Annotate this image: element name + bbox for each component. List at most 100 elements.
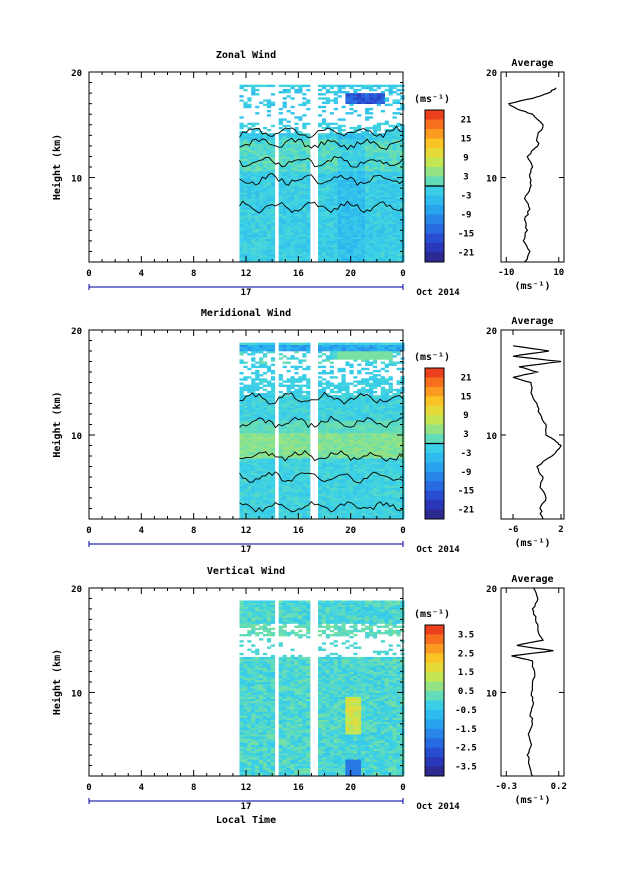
heatmap-cell (318, 405, 323, 408)
heatmap-cell (263, 363, 268, 366)
heatmap-cell (361, 143, 366, 147)
heatmap-cell (259, 359, 264, 362)
heatmap-cell (239, 84, 244, 88)
heatmap-cell (341, 135, 346, 138)
heatmap-cell (286, 171, 291, 174)
heatmap-cell (349, 213, 354, 216)
heatmap-cell (349, 348, 354, 352)
heatmap-cell (353, 158, 358, 161)
heatmap-cell (365, 154, 370, 157)
heatmap-cell (361, 234, 366, 237)
heatmap-cell (263, 432, 268, 436)
heatmap-cell (321, 493, 327, 497)
heatmap-cell (239, 196, 244, 199)
heatmap-cell (392, 213, 397, 216)
heatmap-cell (384, 194, 389, 197)
heatmap-cell (294, 205, 299, 208)
heatmap-cell (255, 112, 260, 115)
heatmap-cell (255, 462, 260, 465)
heatmap-cell (290, 158, 295, 161)
heatmap-cell (337, 158, 342, 161)
heatmap-cell (318, 143, 323, 147)
y-tick-label: 10 (71, 175, 82, 185)
heatmap-cell (239, 483, 244, 486)
heatmap-cell (318, 236, 323, 240)
heatmap-cell (372, 215, 378, 218)
heatmap-cell (376, 86, 381, 90)
heatmap-cell (278, 238, 283, 242)
heatmap-cell (243, 388, 248, 392)
heatmap-cell (298, 420, 303, 423)
heatmap-cell (282, 447, 287, 450)
heatmap-cell (341, 472, 346, 476)
heatmap-cell (302, 432, 307, 436)
heatmap-cell (318, 213, 323, 216)
heatmap-cell (380, 156, 385, 159)
heatmap-cell (341, 179, 346, 183)
heatmap-cell (255, 416, 260, 419)
heatmap-cell (337, 162, 342, 166)
heatmap-cell (318, 188, 323, 191)
heatmap-cell (388, 137, 393, 140)
heatmap-cell (365, 137, 370, 140)
heatmap-cell (318, 238, 323, 242)
heatmap-cell (357, 487, 362, 490)
heatmap-cell (306, 422, 311, 425)
heatmap-cell (302, 253, 307, 256)
heatmap-cell (349, 481, 354, 484)
heatmap-cell (349, 196, 354, 199)
heatmap-cell (353, 162, 358, 166)
heatmap-cell (392, 91, 397, 94)
heatmap-cell (243, 418, 248, 421)
heatmap-cell (302, 173, 307, 176)
heatmap-cell (302, 226, 307, 229)
heatmap-cell (341, 84, 346, 88)
heatmap-cell (345, 477, 350, 480)
heatmap-cell (349, 179, 354, 183)
colorbar-segment (425, 176, 444, 187)
heatmap-cell (341, 418, 346, 421)
heatmap-cell (353, 217, 358, 221)
heatmap-cell (329, 259, 334, 263)
heatmap-cell (243, 365, 248, 369)
heatmap-cell (321, 183, 327, 187)
heatmap-cell (263, 384, 268, 387)
heatmap-cell (318, 399, 323, 402)
heatmap-cell (239, 209, 244, 212)
heatmap-cell (365, 226, 370, 229)
heatmap-cell (290, 224, 295, 227)
heatmap-cell (353, 502, 358, 505)
heatmap-cell (325, 357, 330, 360)
heatmap-cell (255, 432, 260, 436)
heatmap-cell (321, 177, 327, 180)
heatmap-cell (259, 232, 264, 235)
heatmap-cell (321, 449, 327, 453)
heatmap-cell (243, 154, 248, 157)
heatmap-cell (239, 249, 244, 252)
heatmap-cell (318, 372, 323, 375)
heatmap-cell (361, 236, 366, 240)
heatmap-cell (259, 344, 264, 348)
heatmap-cell (318, 428, 323, 432)
heatmap-cell (329, 485, 334, 488)
heatmap-cell (290, 230, 295, 233)
heatmap-cell (270, 183, 276, 187)
heatmap-cell (266, 451, 272, 455)
heatmap-cell (388, 251, 393, 254)
heatmap-cell (325, 259, 330, 263)
heatmap-cell (353, 175, 358, 178)
heatmap-cell (251, 422, 256, 425)
heatmap-cell (302, 344, 307, 348)
heatmap-cell (376, 249, 381, 252)
heatmap-cell (255, 158, 260, 161)
heatmap-cell (365, 198, 370, 202)
heatmap-cell (345, 99, 350, 102)
heatmap-cell (255, 148, 260, 151)
heatmap-cell (302, 428, 307, 432)
heatmap-cell (290, 506, 295, 509)
heatmap-cell (349, 414, 354, 417)
heatmap-cell (329, 495, 334, 499)
heatmap-cell (298, 186, 303, 189)
heatmap-cell (298, 416, 303, 419)
heatmap-cell (255, 443, 260, 446)
